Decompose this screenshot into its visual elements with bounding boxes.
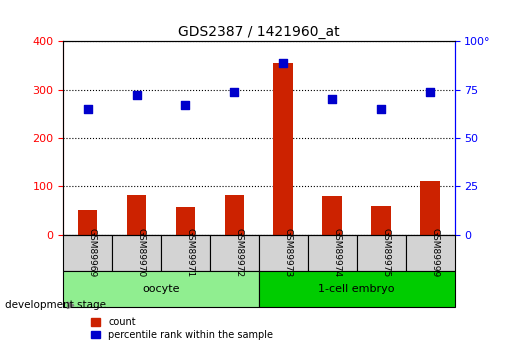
Bar xyxy=(78,210,97,235)
Point xyxy=(181,102,189,108)
FancyBboxPatch shape xyxy=(406,235,454,271)
Bar xyxy=(176,207,195,235)
FancyBboxPatch shape xyxy=(112,235,161,271)
Bar xyxy=(127,195,146,235)
Bar xyxy=(225,195,244,235)
Text: GSM89974: GSM89974 xyxy=(332,228,341,277)
Text: GSM89999: GSM89999 xyxy=(430,228,439,277)
FancyBboxPatch shape xyxy=(259,271,454,307)
Text: GSM89973: GSM89973 xyxy=(283,228,292,277)
Point xyxy=(230,89,238,95)
Bar xyxy=(420,181,440,235)
Bar xyxy=(322,196,342,235)
FancyBboxPatch shape xyxy=(308,235,357,271)
Point xyxy=(83,106,91,112)
Text: 1-cell embryo: 1-cell embryo xyxy=(319,284,395,294)
Bar xyxy=(371,206,391,235)
FancyBboxPatch shape xyxy=(259,235,308,271)
Point xyxy=(279,60,287,66)
FancyBboxPatch shape xyxy=(210,235,259,271)
Text: GSM89975: GSM89975 xyxy=(381,228,390,277)
Point xyxy=(426,89,434,95)
Text: GSM89971: GSM89971 xyxy=(185,228,194,277)
Text: development stage: development stage xyxy=(5,300,106,310)
Text: oocyte: oocyte xyxy=(142,284,180,294)
Point xyxy=(377,106,385,112)
FancyBboxPatch shape xyxy=(63,271,259,307)
Text: GSM89970: GSM89970 xyxy=(136,228,145,277)
Title: GDS2387 / 1421960_at: GDS2387 / 1421960_at xyxy=(178,25,340,39)
Text: GSM89969: GSM89969 xyxy=(87,228,96,277)
FancyBboxPatch shape xyxy=(357,235,406,271)
FancyBboxPatch shape xyxy=(161,235,210,271)
Point xyxy=(132,93,140,98)
Text: GSM89972: GSM89972 xyxy=(234,228,243,277)
FancyBboxPatch shape xyxy=(63,235,112,271)
Point xyxy=(328,97,336,102)
Legend: count, percentile rank within the sample: count, percentile rank within the sample xyxy=(91,317,273,340)
Bar xyxy=(274,63,293,235)
